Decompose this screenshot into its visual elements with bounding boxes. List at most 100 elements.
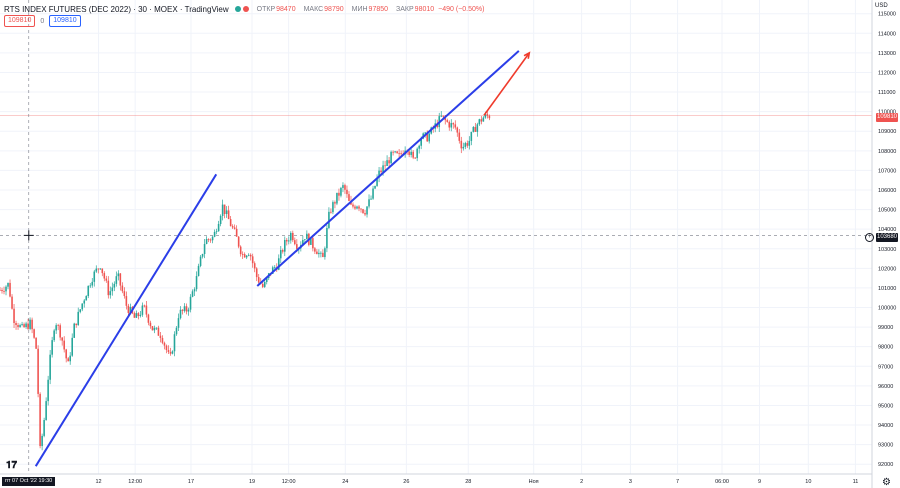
- candle-body: [173, 334, 176, 352]
- candle-body: [241, 254, 244, 255]
- gear-icon[interactable]: ⚙: [882, 477, 891, 488]
- candle-body: [410, 151, 412, 155]
- candle-body: [91, 281, 94, 286]
- indicator-row: 109810 0 109810: [4, 15, 81, 27]
- candle-body: [57, 325, 59, 326]
- x-tick-label: 19: [249, 479, 255, 485]
- y-tick-label: 99000: [878, 325, 893, 331]
- candle-body: [358, 206, 360, 209]
- candle-body: [89, 285, 92, 287]
- close-value: 98010: [414, 5, 435, 13]
- x-tick-label: 11: [853, 479, 859, 485]
- candle-body: [55, 325, 57, 331]
- candle-body: [65, 349, 67, 359]
- candle-body: [344, 185, 346, 190]
- candle-body: [286, 239, 288, 242]
- candle-body: [83, 300, 86, 304]
- candle-body: [290, 232, 292, 241]
- candle-body: [111, 287, 114, 292]
- candle-body: [314, 248, 316, 252]
- candle-body: [306, 233, 308, 240]
- y-tick-label: 98000: [878, 345, 893, 351]
- price-box-sell[interactable]: 109810: [4, 15, 36, 27]
- spread-value: 0: [40, 17, 45, 25]
- candle-body: [288, 240, 290, 242]
- symbol-title[interactable]: RTS INDEX FUTURES (DEC 2022) · 30 · MOEX…: [4, 4, 229, 14]
- candles: [0, 110, 491, 451]
- candle-body: [33, 329, 35, 338]
- y-tick-label: 92000: [878, 462, 893, 468]
- candle-body: [474, 126, 477, 132]
- candle-body: [478, 119, 481, 125]
- currency-label[interactable]: USD: [875, 3, 888, 9]
- candle-body: [255, 268, 258, 278]
- y-tick-label: 95000: [878, 403, 893, 409]
- candle-body: [157, 327, 160, 336]
- candle-body: [476, 124, 479, 132]
- high-label: МАКС: [303, 5, 324, 13]
- candle-body: [233, 227, 236, 229]
- candle-body: [197, 265, 200, 277]
- trendlines[interactable]: [34, 50, 531, 467]
- candle-body: [203, 243, 206, 255]
- candle-body: [484, 114, 487, 118]
- candle-body: [412, 151, 414, 158]
- candle-body: [105, 278, 108, 281]
- candle-body: [352, 204, 354, 207]
- candle-body: [247, 254, 250, 256]
- price-box-buy[interactable]: 109810: [49, 15, 81, 27]
- projection-arrowhead: [523, 51, 531, 59]
- candle-body: [67, 358, 69, 362]
- crosshair-plus-icon[interactable]: +: [865, 233, 874, 242]
- candle-body: [414, 157, 416, 159]
- candle-body: [19, 325, 21, 328]
- candle-body: [5, 286, 7, 292]
- candle-body: [336, 192, 338, 204]
- candle-body: [183, 306, 186, 311]
- tradingview-logo-icon[interactable]: 𝟏𝟕: [6, 460, 18, 471]
- candle-body: [227, 210, 230, 220]
- candle-body: [320, 252, 322, 254]
- candle-body: [408, 151, 410, 155]
- symbol-header: RTS INDEX FUTURES (DEC 2022) · 30 · MOEX…: [4, 3, 484, 15]
- candle-body: [454, 124, 457, 128]
- candle-body: [468, 140, 471, 146]
- candle-body: [428, 133, 430, 142]
- candle-body: [424, 132, 426, 134]
- candle-body: [187, 309, 190, 312]
- candle-body: [374, 185, 376, 189]
- candle-body: [356, 206, 358, 209]
- x-tick-label: 9: [758, 479, 761, 485]
- y-tick-label: 100000: [878, 306, 896, 312]
- candle-body: [93, 271, 96, 282]
- candle-body: [193, 289, 196, 292]
- candle-body: [426, 132, 428, 142]
- y-tick-label: 96000: [878, 384, 893, 390]
- candle-body: [219, 215, 222, 224]
- candle-body: [27, 323, 29, 329]
- candle-body: [398, 153, 400, 154]
- x-tick-label: 2: [580, 479, 583, 485]
- candle-body: [165, 345, 168, 351]
- candle-body: [217, 223, 220, 232]
- candle-body: [209, 239, 212, 241]
- trend-line: [256, 50, 520, 287]
- candle-body: [53, 330, 55, 341]
- candle-body: [175, 327, 178, 335]
- candle-body: [302, 240, 304, 245]
- candle-body: [386, 160, 388, 167]
- y-tick-label: 101000: [878, 286, 896, 292]
- high-value: 98790: [324, 5, 344, 13]
- candle-body: [362, 209, 364, 214]
- y-tick-label: 105000: [878, 208, 896, 214]
- x-tick-label: 12:00: [128, 479, 142, 485]
- candle-body: [480, 119, 483, 122]
- x-tick-label: 24: [342, 479, 348, 485]
- candle-body: [155, 327, 158, 329]
- candle-body: [279, 250, 282, 259]
- candle-body: [326, 227, 328, 249]
- candle-body: [145, 305, 148, 315]
- candle-body: [107, 280, 110, 296]
